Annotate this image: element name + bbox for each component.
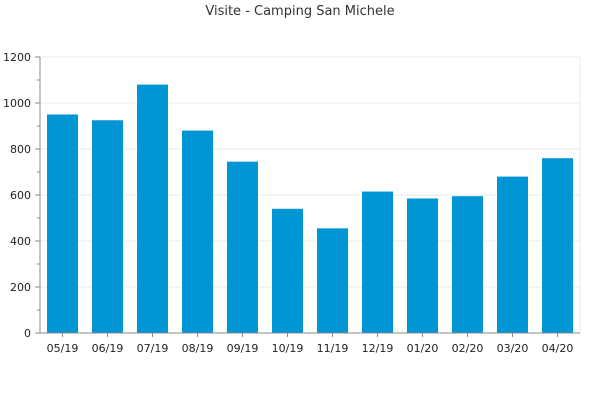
x-tick-label: 03/20 <box>497 342 529 355</box>
bar <box>47 114 78 333</box>
y-tick-label: 600 <box>10 189 31 202</box>
x-tick-label: 02/20 <box>452 342 484 355</box>
x-tick-label: 10/19 <box>272 342 304 355</box>
chart-title: Visite - Camping San Michele <box>205 4 395 19</box>
x-tick-label: 09/19 <box>227 342 259 355</box>
bar <box>182 130 213 333</box>
x-tick-label: 04/20 <box>542 342 574 355</box>
axes <box>35 56 580 337</box>
bar <box>137 84 168 333</box>
gridlines <box>40 56 581 333</box>
x-tick-label: 07/19 <box>137 342 169 355</box>
x-tick-label: 01/20 <box>407 342 439 355</box>
x-tick-label: 12/19 <box>362 342 394 355</box>
x-tick-label: 11/19 <box>317 342 349 355</box>
bar <box>362 191 393 333</box>
tick-labels: 0 200 400 600 800 1000 1200 05/19 06/19 07/19 08/1… <box>3 51 573 355</box>
y-tick-label: 0 <box>24 327 31 340</box>
bar <box>92 120 123 333</box>
bar <box>542 158 573 333</box>
bars <box>47 84 573 333</box>
bar <box>272 208 303 333</box>
y-tick-label: 200 <box>10 281 31 294</box>
bar <box>452 196 483 333</box>
y-tick-label: 1200 <box>3 51 31 64</box>
y-tick-label: 1000 <box>3 97 31 110</box>
bar <box>497 176 528 333</box>
x-tick-label: 06/19 <box>92 342 124 355</box>
x-tick-label: 08/19 <box>182 342 214 355</box>
y-tick-label: 800 <box>10 143 31 156</box>
y-tick-label: 400 <box>10 235 31 248</box>
x-tick-label: 05/19 <box>47 342 79 355</box>
bar <box>317 228 348 333</box>
bar <box>227 161 258 333</box>
bar <box>407 198 438 333</box>
